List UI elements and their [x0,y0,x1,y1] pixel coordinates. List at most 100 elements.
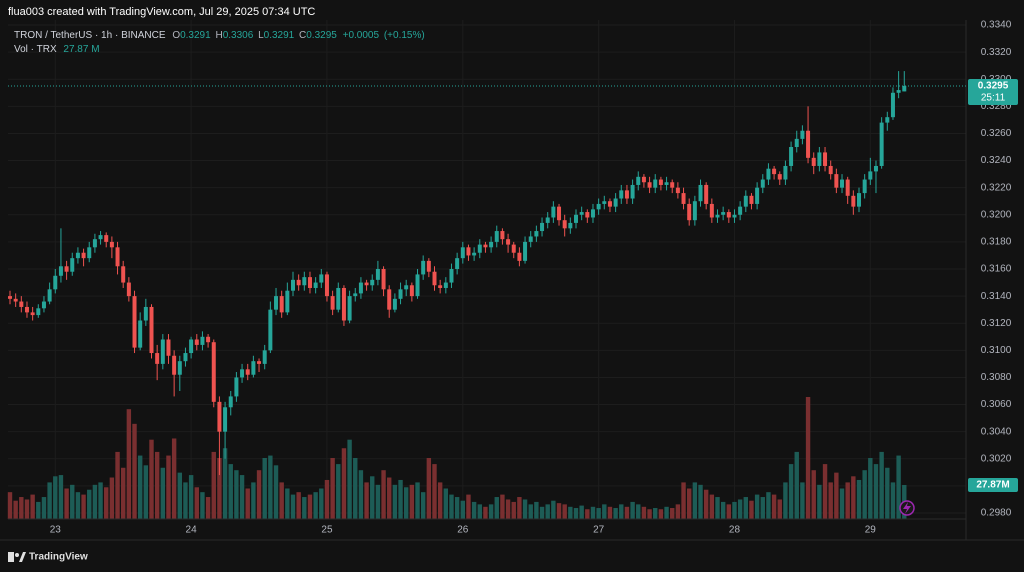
candle-body [53,275,58,290]
volume-bar [426,458,432,519]
volume-bar [551,500,556,519]
candle-body [483,244,488,248]
x-tick-label: 23 [50,525,62,536]
volume-bar [251,482,256,519]
volume-bar [36,501,41,519]
candle-body [206,336,211,343]
candle-body [183,353,188,362]
volume-bar [720,501,726,519]
ohlc-value: 0.3306 [223,30,254,41]
ohlc-label: C [299,30,306,41]
alert-icon[interactable] [899,500,915,516]
candle-body [670,182,675,188]
candle-body [364,282,369,286]
candle-body [890,92,895,118]
candle-body [789,147,794,166]
volume-bar [375,484,381,519]
candle-body [341,287,346,321]
candle-body [41,301,46,309]
volume-bar [670,508,675,519]
candle-body [381,269,386,290]
candle-body [109,241,114,248]
volume-bar [794,451,799,519]
candle-body [557,206,562,221]
volume-bar [285,488,290,519]
volume-bar [115,451,120,519]
candle-body [590,209,595,218]
candle-body [211,342,216,402]
volume-bar [353,458,358,519]
volume-bar [381,470,386,519]
volume-bar [596,508,601,519]
candle-body [840,179,845,188]
candle-body [347,296,352,321]
candle-body [172,355,177,375]
candle-body [879,122,884,166]
volume-bar [19,497,24,519]
candle-body [636,176,641,185]
candle-body [902,86,907,92]
y-tick-label: 0.3320 [981,47,1012,58]
volume-bar [726,504,732,519]
candle-body [75,252,80,259]
candle-body [500,231,505,240]
volume-bar [87,489,92,519]
candle-body [13,298,18,302]
candle-body [800,130,805,139]
candle-body [749,195,754,204]
volume-legend: Vol · TRX 27.87 M [14,44,100,55]
candle-body [87,247,92,259]
candle-body [687,203,692,221]
candle-body [857,193,861,207]
y-tick-label: 0.3020 [981,453,1012,464]
candle-body [540,222,545,232]
volume-bar [732,501,737,519]
volume-title: Vol · TRX [14,44,57,55]
volume-bar [619,504,624,519]
volume-bar [471,501,477,519]
candle-body [177,361,182,375]
candle-body [438,285,443,288]
candle-body [506,239,511,245]
candle-body [268,309,273,351]
candle-body [155,353,160,364]
candle-body [70,258,75,272]
volume-bar [488,504,494,519]
volume-bar [420,492,426,519]
candle-body [523,241,528,261]
candle-body [732,214,737,218]
candle-body [698,184,703,202]
y-tick-label: 0.3080 [981,372,1012,383]
candle-body [291,279,295,291]
volume-bar [766,492,771,519]
volume-bar [302,497,307,519]
candle-body [613,198,618,207]
volume-bar [851,476,856,519]
candle-body [664,182,669,185]
candle-body [619,190,624,199]
volume-bar [811,470,816,519]
candle-body [432,271,437,286]
volume-bar [505,499,511,519]
volume-bar [307,494,313,519]
volume-bar [868,458,873,519]
candle-body [845,179,850,196]
candle-body [545,217,550,223]
candles [8,71,907,476]
volume-bar [387,477,392,519]
volume-bar [228,464,233,519]
candle-body [398,289,403,299]
x-tick-label: 27 [593,525,605,536]
volume-bar [30,494,35,519]
candle-body [466,247,471,256]
candle-body [811,157,816,166]
alert-icon-bolt[interactable] [903,502,911,514]
volume-bar [336,464,341,519]
symbol: TRON / TetherUS · 1h · BINANCE [14,30,166,41]
ohlc-value: 0.3291 [264,30,295,41]
candle-body [324,274,329,297]
volume-bar [47,482,52,519]
candle-body [585,212,590,218]
volume-bar [330,458,335,519]
candle-body [426,260,431,272]
